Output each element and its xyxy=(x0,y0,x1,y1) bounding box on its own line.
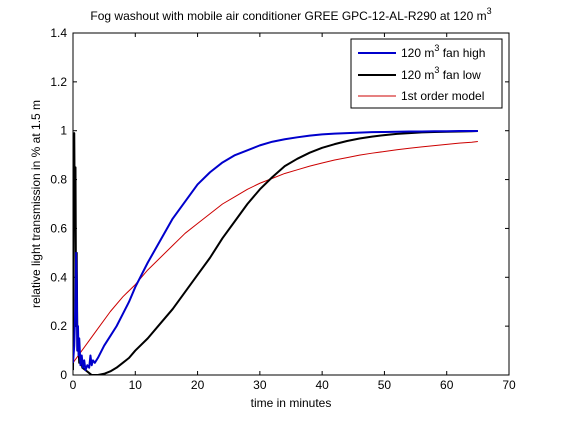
legend-entry-suffix: fan low xyxy=(439,68,481,82)
legend-entry-name: 1st order model xyxy=(401,89,484,103)
y-tick-label: 1 xyxy=(60,124,67,138)
series-line-1st-order-model xyxy=(73,140,478,364)
y-tick-label: 0.2 xyxy=(50,319,67,333)
x-tick-label: 30 xyxy=(253,378,267,392)
series-layer xyxy=(73,129,478,375)
legend-entry: 1st order model xyxy=(401,89,484,103)
legend-entry-suffix: fan high xyxy=(439,46,485,60)
y-tick-label: 0.6 xyxy=(50,221,67,235)
x-tick-label: 20 xyxy=(191,378,205,392)
y-tick-label: 0.4 xyxy=(50,270,67,284)
chart-title: Fog washout with mobile air conditioner … xyxy=(90,6,491,23)
x-tick-label: 10 xyxy=(129,378,143,392)
x-tick-label: 50 xyxy=(378,378,392,392)
x-axis: 0 10 20 30 40 50 60 70 xyxy=(70,33,516,392)
chart-title-superscript: 3 xyxy=(487,6,492,16)
x-tick-label: 70 xyxy=(502,378,516,392)
x-tick-label: 60 xyxy=(440,378,454,392)
legend-entry-superscript: 3 xyxy=(434,65,439,75)
legend-entry-name: 120 m xyxy=(401,46,434,60)
y-tick-label: 0.8 xyxy=(50,173,67,187)
legend-entry-name: 120 m xyxy=(401,68,434,82)
legend-entry: 120 m3 fan low xyxy=(401,65,481,82)
legend-entry: 120 m3 fan high xyxy=(401,43,485,60)
chart-title-text: Fog washout with mobile air conditioner … xyxy=(90,9,486,23)
series-line-120-m-fan-high xyxy=(73,129,478,372)
legend-entry-superscript: 3 xyxy=(434,43,439,53)
x-tick-label: 40 xyxy=(315,378,329,392)
y-tick-label: 1.4 xyxy=(50,26,67,40)
y-tick-label: 0 xyxy=(60,368,67,382)
x-axis-label: time in minutes xyxy=(251,396,332,410)
y-tick-label: 1.2 xyxy=(50,75,67,89)
y-axis-label: relative light transmission in % at 1.5 … xyxy=(29,100,43,308)
x-tick-label: 0 xyxy=(70,378,77,392)
